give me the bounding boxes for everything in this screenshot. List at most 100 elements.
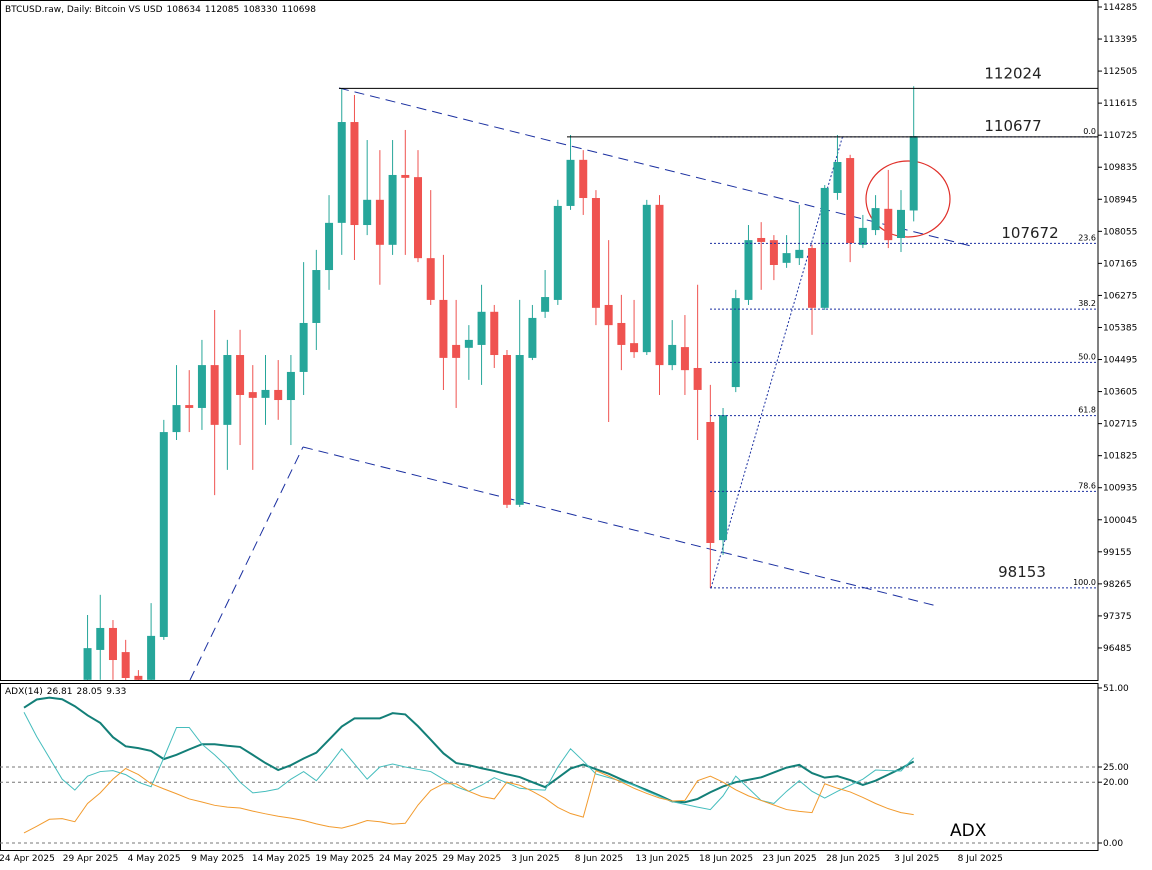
candle-body bbox=[528, 317, 537, 358]
y-tick-label: 104495 bbox=[1103, 356, 1137, 366]
candle-body bbox=[896, 209, 905, 238]
adx-line bbox=[23, 712, 915, 811]
x-tick-label: 9 May 2025 bbox=[191, 854, 244, 864]
trendline bbox=[189, 446, 304, 680]
trendline bbox=[338, 87, 976, 248]
y-tick-label: 51.00 bbox=[1103, 684, 1129, 694]
adx-frame bbox=[0, 683, 1099, 851]
x-tick-label: 24 Apr 2025 bbox=[0, 854, 55, 864]
x-tick-label: 3 Jul 2025 bbox=[894, 854, 939, 864]
candle-body bbox=[159, 432, 168, 637]
candle-body bbox=[426, 258, 435, 300]
y-tick-label: 20.00 bbox=[1103, 778, 1129, 788]
price-level-label: 112024 bbox=[984, 64, 1041, 82]
candle-body bbox=[731, 298, 740, 388]
candle-body bbox=[566, 159, 575, 206]
y-tick-label: 110725 bbox=[1103, 131, 1137, 141]
trendline bbox=[302, 446, 938, 607]
adx-line bbox=[23, 767, 914, 834]
fib-label: 61.8 bbox=[1078, 406, 1096, 415]
header-value: 108634 bbox=[167, 5, 202, 15]
candle-body bbox=[808, 248, 817, 308]
candle-body bbox=[591, 198, 600, 308]
candle-body bbox=[642, 204, 651, 353]
x-tick-label: 14 May 2025 bbox=[252, 854, 311, 864]
candle-body bbox=[769, 240, 778, 265]
candle-body bbox=[719, 415, 728, 541]
header-value: 9.33 bbox=[106, 687, 126, 697]
candle-body bbox=[274, 389, 283, 401]
y-tick-label: 114285 bbox=[1103, 3, 1137, 13]
candle-body bbox=[579, 159, 588, 199]
candle-body bbox=[185, 405, 194, 408]
candle-body bbox=[744, 240, 753, 300]
x-tick-label: 24 May 2025 bbox=[379, 854, 438, 864]
candle-body bbox=[541, 297, 550, 312]
y-tick-label: 99155 bbox=[1103, 548, 1132, 558]
x-tick-label: 8 Jul 2025 bbox=[958, 854, 1003, 864]
price-level-label: 98153 bbox=[998, 563, 1046, 581]
header-value: 110698 bbox=[282, 5, 317, 15]
candle-body bbox=[884, 208, 893, 241]
fib-label: 50.0 bbox=[1078, 352, 1096, 361]
candle-body bbox=[757, 237, 766, 242]
adx-title: ADX(14) bbox=[5, 687, 43, 697]
candle-body bbox=[223, 355, 232, 425]
candle-body bbox=[490, 311, 499, 356]
x-tick-label: 29 May 2025 bbox=[443, 854, 502, 864]
candle-body bbox=[108, 627, 117, 661]
candle-body bbox=[502, 355, 511, 505]
candle-body bbox=[197, 365, 206, 408]
candle-body bbox=[312, 270, 321, 323]
header-value: 112085 bbox=[205, 5, 239, 15]
candle-body bbox=[706, 421, 715, 543]
fib-label: 0.0 bbox=[1083, 127, 1096, 136]
candle-body bbox=[147, 635, 156, 680]
main-frame bbox=[0, 0, 1099, 681]
candle-body bbox=[515, 355, 524, 505]
candle-body bbox=[795, 249, 804, 259]
candle-body bbox=[350, 122, 359, 226]
candle-body bbox=[630, 343, 639, 353]
fib-label: 100.0 bbox=[1073, 578, 1096, 587]
candle-body bbox=[363, 199, 372, 226]
x-tick-label: 4 May 2025 bbox=[128, 854, 181, 864]
candle-body bbox=[452, 344, 461, 358]
header-value: 28.05 bbox=[77, 687, 103, 697]
candle-body bbox=[401, 174, 410, 178]
y-tick-label: 96485 bbox=[1103, 644, 1132, 654]
candles bbox=[83, 86, 1098, 680]
candle-body bbox=[337, 122, 346, 223]
indicator-label: ADX bbox=[950, 821, 987, 841]
x-tick-label: 3 Jun 2025 bbox=[511, 854, 559, 864]
candle-body bbox=[871, 208, 880, 231]
x-tick-label: 23 Jun 2025 bbox=[763, 854, 817, 864]
y-tick-label: 111615 bbox=[1103, 99, 1137, 109]
y-tick-label: 103605 bbox=[1103, 388, 1137, 398]
y-tick-label: 101825 bbox=[1103, 452, 1137, 462]
candle-body bbox=[833, 162, 842, 193]
candle-body bbox=[261, 389, 270, 398]
y-tick-label: 108945 bbox=[1103, 195, 1137, 205]
candle-body bbox=[477, 311, 486, 345]
candle-body bbox=[604, 304, 613, 326]
candle-body bbox=[617, 322, 626, 345]
y-tick-label: 112505 bbox=[1103, 67, 1137, 77]
y-tick-label: 100045 bbox=[1103, 516, 1137, 526]
y-tick-label: 98265 bbox=[1103, 580, 1132, 590]
candle-body bbox=[782, 253, 791, 263]
x-tick-label: 18 Jun 2025 bbox=[699, 854, 753, 864]
y-tick-label: 108055 bbox=[1103, 227, 1137, 237]
header-value: 108330 bbox=[243, 5, 278, 15]
candle-body bbox=[172, 405, 181, 433]
candle-body bbox=[858, 227, 867, 245]
y-tick-label: 107165 bbox=[1103, 259, 1137, 269]
x-tick-label: 28 Jun 2025 bbox=[826, 854, 880, 864]
price-level-label: 107672 bbox=[1001, 224, 1058, 242]
candle-body bbox=[299, 322, 308, 372]
fib-label: 38.2 bbox=[1078, 299, 1096, 308]
candle-body bbox=[655, 204, 664, 366]
candle-body bbox=[325, 222, 334, 271]
candle-body bbox=[286, 371, 295, 401]
